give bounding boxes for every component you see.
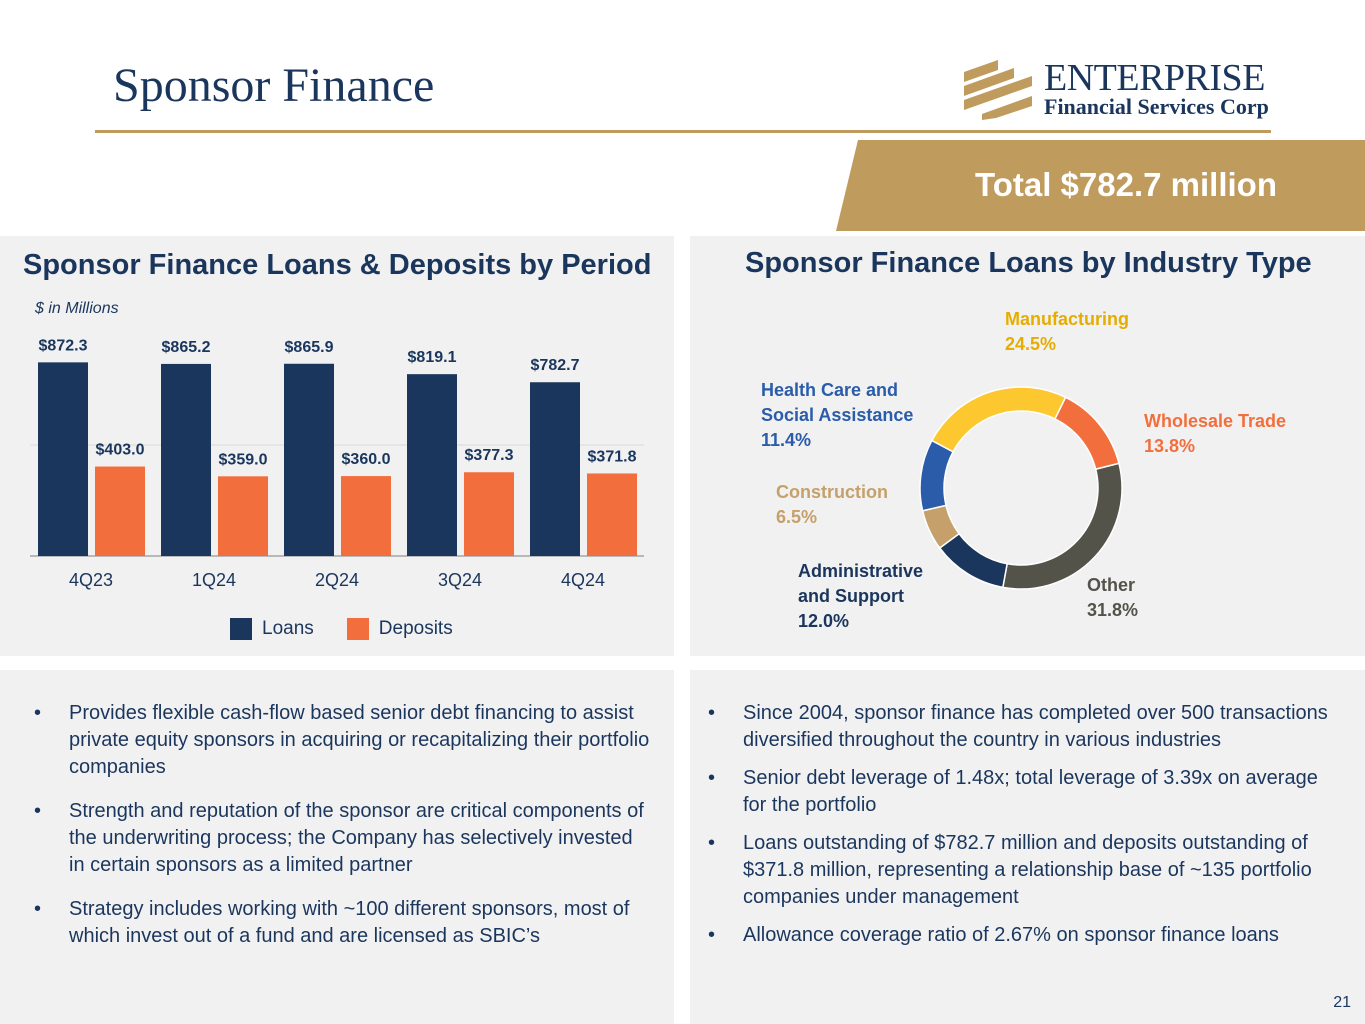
data-label-loans-1q24: $865.2: [162, 339, 211, 356]
bullet-marker: •: [34, 898, 42, 920]
x-tick-label: 4Q24: [561, 570, 605, 590]
legend-label-deposits: Deposits: [378, 618, 453, 639]
bullet-marker: •: [34, 800, 42, 822]
logo-name: ENTERPRISE: [1044, 57, 1265, 99]
left-bullet: • Strength and reputation of the sponsor …: [32, 798, 652, 879]
bar-loans-4q24: [530, 382, 580, 556]
page-title: Sponsor Finance: [113, 59, 435, 112]
header-divider: [95, 130, 1271, 133]
right-bullet: • Loans outstanding of $782.7 million and…: [706, 830, 1346, 911]
slice-wholesale-trade: [1053, 396, 1120, 471]
bar-deposits-3q24: [464, 472, 514, 556]
bar-loans-2q24: [284, 363, 334, 556]
bullet-marker: •: [708, 702, 716, 724]
units-note: $ in Millions: [35, 300, 119, 317]
legend-item-loans: Loans: [230, 618, 314, 640]
slice-other: [1001, 462, 1123, 590]
donut-chart: Manufacturing 24.5% Wholesale Trade 13.8% Ot…: [761, 309, 1286, 631]
bar-deposits-1q24: [218, 476, 268, 556]
logo-mark-icon: [964, 60, 1032, 120]
left-bullet-text: Provides flexible cash-flow based senior…: [69, 702, 650, 778]
data-label-loans-2q24: $865.9: [285, 339, 334, 356]
bullet-marker: •: [708, 832, 716, 854]
total-banner: Total $782.7 million: [836, 140, 1365, 231]
right-bullet: • Senior debt leverage of 1.48x; total le…: [706, 765, 1346, 819]
slice-label-health-care-and-social-assistance: Health Care and Social Assistance 11.4%: [761, 380, 913, 450]
slice-manufacturing: [930, 386, 1067, 453]
x-tick-label: 2Q24: [315, 570, 359, 590]
data-label-deposits-4q23: $403.0: [96, 442, 145, 459]
bar-chart-legend: Loans Deposits: [230, 618, 453, 640]
bar-deposits-4q23: [95, 466, 145, 556]
bar-loans-1q24: [161, 363, 211, 556]
slice-label-wholesale-trade: Wholesale Trade 13.8%: [1144, 411, 1286, 456]
slice-label-other: Other 31.8%: [1087, 575, 1138, 620]
data-label-deposits-2q24: $360.0: [342, 451, 391, 468]
left-bullets-panel: • Provides flexible cash-flow based senio…: [0, 670, 674, 1024]
right-bullets-panel: • Since 2004, sponsor finance has complet…: [690, 670, 1365, 1024]
data-label-deposits-1q24: $359.0: [219, 451, 268, 468]
x-tick-label: 4Q23: [69, 570, 113, 590]
data-label-loans-4q24: $782.7: [531, 357, 580, 374]
slice-label-manufacturing: Manufacturing 24.5%: [1005, 309, 1129, 354]
donut-chart-title: Sponsor Finance Loans by Industry Type: [745, 247, 1312, 279]
data-label-deposits-4q24: $371.8: [588, 448, 637, 465]
bar-loans-3q24: [407, 374, 457, 556]
data-label-deposits-3q24: $377.3: [465, 447, 514, 464]
legend-item-deposits: Deposits: [346, 618, 453, 640]
bar-deposits-2q24: [341, 476, 391, 556]
page-number: 21: [1333, 994, 1351, 1011]
slice-health-care-and-social-assistance: [919, 439, 955, 512]
bar-chart-title: Sponsor Finance Loans & Deposits by Peri…: [23, 249, 652, 281]
data-label-loans-4q23: $872.3: [39, 337, 88, 354]
x-tick-label: 3Q24: [438, 570, 482, 590]
legend-swatch-deposits: [346, 618, 369, 640]
right-bullet-text: Senior debt leverage of 1.48x; total lev…: [743, 767, 1318, 816]
industry-type-panel: Manufacturing 24.5% Wholesale Trade 13.8% Ot…: [690, 236, 1365, 656]
x-tick-label: 1Q24: [192, 570, 236, 590]
legend-swatch-loans: [230, 618, 252, 640]
right-bullet: • Since 2004, sponsor finance has complet…: [706, 700, 1346, 754]
slice-label-administrative-and-support: Administrative and Support 12.0%: [798, 561, 923, 631]
bar-chart: $872.3 $403.0 4Q23 $865.2 $359.0 1Q24 $865.9 $3…: [30, 337, 644, 590]
bullet-marker: •: [708, 767, 716, 789]
left-bullet-list: • Provides flexible cash-flow based senio…: [32, 700, 652, 967]
slice-administrative-and-support: [938, 532, 1009, 589]
total-amount: Total $782.7 million: [975, 166, 1277, 203]
loans-deposits-panel: $872.3 $403.0 4Q23 $865.2 $359.0 1Q24 $865.9 $3…: [0, 236, 674, 656]
left-bullet-text: Strategy includes working with ~100 diff…: [69, 898, 630, 947]
left-bullet: • Provides flexible cash-flow based senio…: [32, 700, 652, 781]
bullet-marker: •: [34, 702, 42, 724]
left-bullet-text: Strength and reputation of the sponsor a…: [69, 800, 644, 876]
left-bullet: • Strategy includes working with ~100 dif…: [32, 896, 652, 950]
company-logo: ENTERPRISE Financial Services Corp: [962, 56, 1274, 124]
right-bullet-text: Since 2004, sponsor finance has complete…: [743, 702, 1328, 751]
right-bullet-text: Loans outstanding of $782.7 million and …: [743, 832, 1312, 908]
bullet-marker: •: [708, 924, 716, 946]
legend-label-loans: Loans: [262, 618, 314, 639]
bar-loans-4q23: [38, 362, 88, 556]
right-bullet-text: Allowance coverage ratio of 2.67% on spo…: [743, 924, 1279, 946]
data-label-loans-3q24: $819.1: [408, 349, 457, 366]
logo-subtitle: Financial Services Corp: [1044, 94, 1269, 119]
right-bullet: • Allowance coverage ratio of 2.67% on sp…: [706, 922, 1346, 949]
right-bullet-list: • Since 2004, sponsor finance has complet…: [706, 700, 1346, 960]
bar-deposits-4q24: [587, 473, 637, 556]
slice-label-construction: Construction 6.5%: [776, 482, 888, 527]
